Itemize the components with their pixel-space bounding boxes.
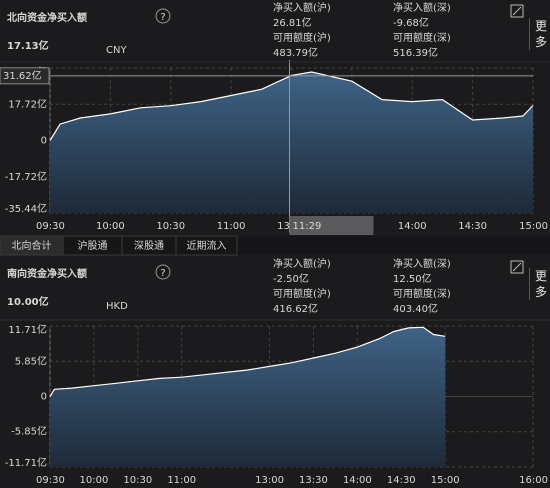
stat-label: 净买入额(沪): [273, 257, 331, 270]
tab-label[interactable]: 深股通: [134, 240, 164, 252]
y-tick-label: -5.85亿: [11, 425, 47, 438]
stat-value: -9.68亿: [393, 16, 429, 29]
stat-value: 516.39亿: [393, 46, 438, 59]
expand-icon[interactable]: [510, 4, 524, 18]
x-tick-label: 10:30: [156, 221, 185, 232]
expand-icon-arrow: [512, 6, 522, 16]
crosshair-y-label: 31.62亿: [3, 69, 42, 82]
tab-label[interactable]: 北向合计: [12, 239, 52, 252]
panel-title: 南向资金净买入额: [7, 267, 87, 280]
help-icon[interactable]: [155, 264, 171, 280]
x-tick-label: 14:30: [387, 475, 416, 486]
y-tick-label: 0: [41, 136, 47, 147]
y-tick-label: 0: [41, 392, 47, 403]
stat-value: 483.79亿: [273, 46, 318, 59]
stat-label: 净买入额(深): [393, 1, 451, 14]
area: [50, 72, 533, 213]
x-tick-label: 09:30: [36, 221, 65, 232]
stat-label: 可用额度(沪): [273, 31, 331, 44]
x-tick-label: 13:30: [299, 475, 328, 486]
y-tick-label: -11.71亿: [5, 456, 47, 469]
x-tick-label: 10:30: [123, 475, 152, 486]
x-tick-label: 15:00: [431, 475, 460, 486]
y-tick-label: -35.44亿: [5, 202, 47, 215]
tab-label[interactable]: 沪股通: [78, 239, 108, 252]
more-button[interactable]: 更多: [529, 268, 550, 300]
x-tick-label: 10:00: [79, 475, 108, 486]
headline-currency: HKD: [106, 301, 128, 312]
headline-currency: CNY: [106, 45, 127, 56]
stat-label: 净买入额(深): [393, 257, 451, 270]
x-tick-label: 09:30: [36, 475, 65, 486]
stat-value: 403.40亿: [393, 302, 438, 315]
help-icon-glyph: ?: [160, 12, 165, 23]
y-tick-label: -17.72亿: [5, 170, 47, 183]
expand-icon[interactable]: [510, 260, 524, 274]
help-icon-glyph: ?: [160, 268, 165, 279]
tab[interactable]: [175, 235, 238, 256]
y-tick-label: 5.85亿: [15, 354, 47, 367]
y-tick-label: 17.72亿: [8, 97, 47, 110]
x-tick-label: 13:00: [255, 475, 284, 486]
tab-label[interactable]: 近期流入: [187, 239, 227, 252]
crosshair-y-box: [0, 67, 50, 85]
x-tick-label: 16:00: [519, 475, 548, 486]
x-tick-label: 11:00: [217, 221, 246, 232]
x-tick-label: 14:00: [343, 475, 372, 486]
stat-value: 12.50亿: [393, 272, 432, 285]
stat-value: 26.81亿: [273, 16, 312, 29]
x-tick-label: 15:00: [519, 221, 548, 232]
more-button[interactable]: 更多: [529, 18, 550, 50]
x-tick-label: 14:00: [398, 221, 427, 232]
stat-value: 416.62亿: [273, 302, 318, 315]
x-tick-label: 10:00: [96, 221, 125, 232]
stat-label: 可用额度(沪): [273, 287, 331, 300]
headline-value: 10.00亿: [7, 295, 49, 308]
stat-label: 可用额度(深): [393, 287, 451, 300]
crosshair-x-box: [289, 216, 374, 235]
stat-label: 净买入额(沪): [273, 1, 331, 14]
line: [49, 326, 446, 397]
help-icon[interactable]: [155, 8, 171, 24]
stat-value: -2.50亿: [273, 272, 309, 285]
x-tick-label: 14:30: [458, 221, 487, 232]
panel-title: 北向资金净买入额: [7, 11, 87, 24]
area: [50, 327, 446, 467]
expand-icon-arrow: [512, 262, 522, 272]
x-tick-label: 11:00: [167, 475, 196, 486]
stat-label: 可用额度(深): [393, 31, 451, 44]
y-tick-label: 11.71亿: [8, 323, 47, 336]
crosshair-x-label: 11:29: [292, 221, 321, 232]
headline-value: 17.13亿: [7, 39, 49, 52]
